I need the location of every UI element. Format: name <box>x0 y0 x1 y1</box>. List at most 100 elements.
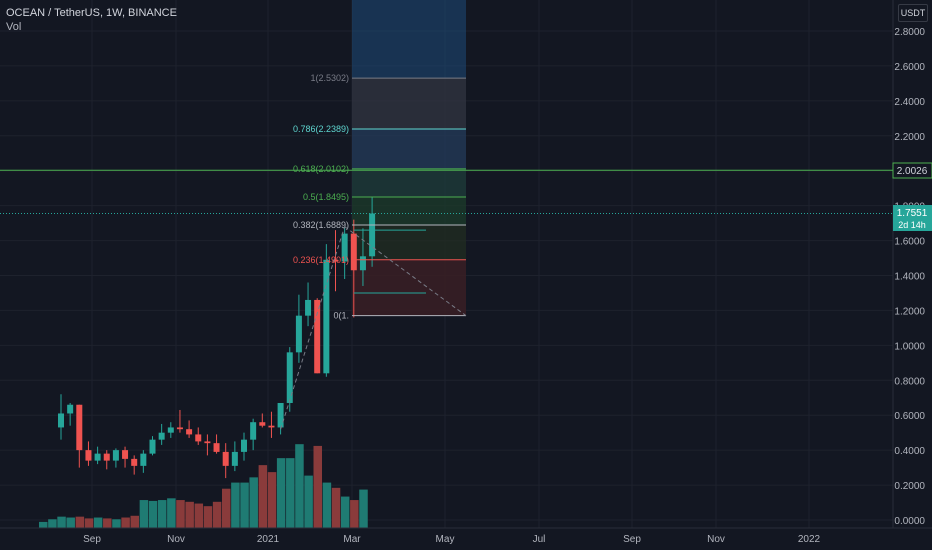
candle-body <box>350 233 357 271</box>
volume-bar <box>267 472 277 528</box>
volume-bar <box>340 496 350 528</box>
volume-bar <box>130 515 139 528</box>
currency-badge[interactable]: USDT <box>898 4 928 22</box>
y-tick-label: 0.0000 <box>894 516 925 527</box>
candle-body <box>259 422 266 426</box>
candle-body <box>76 404 83 451</box>
volume-bar <box>112 519 121 528</box>
last-price-text: 1.7551 <box>897 208 928 219</box>
volume-bar <box>212 501 222 528</box>
x-tick-label: Sep <box>623 534 641 545</box>
volume-bar <box>167 498 176 528</box>
volume-bar <box>240 482 249 528</box>
last-price-tag <box>893 205 932 231</box>
fib-label: 0.382(1.6889) <box>293 220 349 230</box>
x-tick-label: Nov <box>707 534 725 545</box>
y-tick-label: 2.6000 <box>894 62 925 73</box>
volume-bar <box>148 500 158 528</box>
x-tick-label: 2022 <box>798 534 821 545</box>
candle-body <box>222 451 229 466</box>
fib-label: 0.5(1.8495) <box>303 192 349 202</box>
volume-bar <box>121 517 130 528</box>
volume-bar <box>359 489 368 528</box>
x-tick-label: Mar <box>343 534 361 545</box>
candle-body <box>277 402 284 428</box>
fib-label: 1(2.5302) <box>310 73 349 83</box>
candle-body <box>131 458 138 466</box>
volume-bar <box>39 521 48 528</box>
candle-body <box>58 413 64 428</box>
candles <box>58 196 376 479</box>
candle-body <box>112 450 119 461</box>
candle-body <box>186 429 193 435</box>
fib-zone-0618 <box>352 168 466 197</box>
volume-bar <box>203 506 213 528</box>
candle-body <box>213 443 220 452</box>
level-tag-text: 2.0026 <box>897 166 928 177</box>
x-tick-label: 2021 <box>257 534 280 545</box>
fib-label: 0.618(2.0102) <box>293 164 349 174</box>
volume-bar <box>331 487 341 528</box>
y-tick-label: 0.8000 <box>894 376 925 387</box>
candle-body <box>286 352 293 403</box>
candle-body <box>158 432 165 440</box>
volume-bar <box>231 482 240 528</box>
candle-body <box>94 453 101 461</box>
candle-body <box>323 259 330 374</box>
price-tags: 2.0026 1.7551 2d 14h <box>892 162 932 231</box>
candle-body <box>204 441 211 444</box>
volume-bar <box>66 517 75 528</box>
candle-body <box>359 256 366 271</box>
volume-bar <box>350 500 359 528</box>
volume-bar <box>295 444 304 528</box>
volume-bars <box>39 444 368 528</box>
volume-bar <box>157 500 167 528</box>
candle-body <box>195 434 202 442</box>
fib-label: 0.236(1.4901) <box>293 255 349 265</box>
volume-bar <box>249 477 258 528</box>
volume-bar <box>313 445 322 528</box>
candle-body <box>241 439 247 452</box>
volume-indicator-label[interactable]: Vol <box>6 21 22 33</box>
candle-body <box>231 451 238 466</box>
volume-bar <box>103 518 112 528</box>
candle-body <box>122 450 129 459</box>
fib-zone-1 <box>352 78 466 129</box>
grid-lines <box>0 0 893 528</box>
volume-bar <box>84 518 94 528</box>
candle-body <box>167 427 174 433</box>
volume-bar <box>185 501 194 528</box>
volume-bar <box>276 458 286 528</box>
candle-body <box>305 299 312 316</box>
volume-bar <box>222 488 231 528</box>
candle-body <box>250 422 257 440</box>
countdown-text: 2d 14h <box>898 220 926 230</box>
candle-body <box>268 425 275 428</box>
candle-body <box>149 439 156 454</box>
volume-bar <box>304 475 313 528</box>
volume-bar <box>258 465 268 528</box>
y-tick-label: 0.2000 <box>894 481 925 492</box>
candle-body <box>314 299 321 374</box>
volume-bar <box>322 482 332 528</box>
fib-zone-extension <box>352 0 466 79</box>
candle-body <box>67 404 74 414</box>
candle-body <box>140 453 147 466</box>
candle-body <box>295 315 302 353</box>
y-tick-label: 1.4000 <box>894 272 925 283</box>
x-tick-label: May <box>436 534 455 545</box>
candle-body <box>341 233 348 262</box>
volume-bar <box>93 517 103 528</box>
volume-bar <box>194 503 204 528</box>
fib-zone-0786 <box>352 128 466 169</box>
y-tick-label: 1.2000 <box>894 306 925 317</box>
volume-bar <box>57 516 66 528</box>
x-axis[interactable]: Sep Nov 2021 Mar May Jul Sep Nov 2022 <box>0 527 932 545</box>
symbol-title[interactable]: OCEAN / TetherUS, 1W, BINANCE <box>6 7 177 19</box>
y-tick-label: 1.6000 <box>894 237 925 248</box>
trend-dashed-line <box>280 226 346 430</box>
y-tick-label: 2.4000 <box>894 97 925 108</box>
chart-legend: OCEAN / TetherUS, 1W, BINANCE Vol <box>6 6 177 34</box>
candle-body <box>85 450 92 461</box>
